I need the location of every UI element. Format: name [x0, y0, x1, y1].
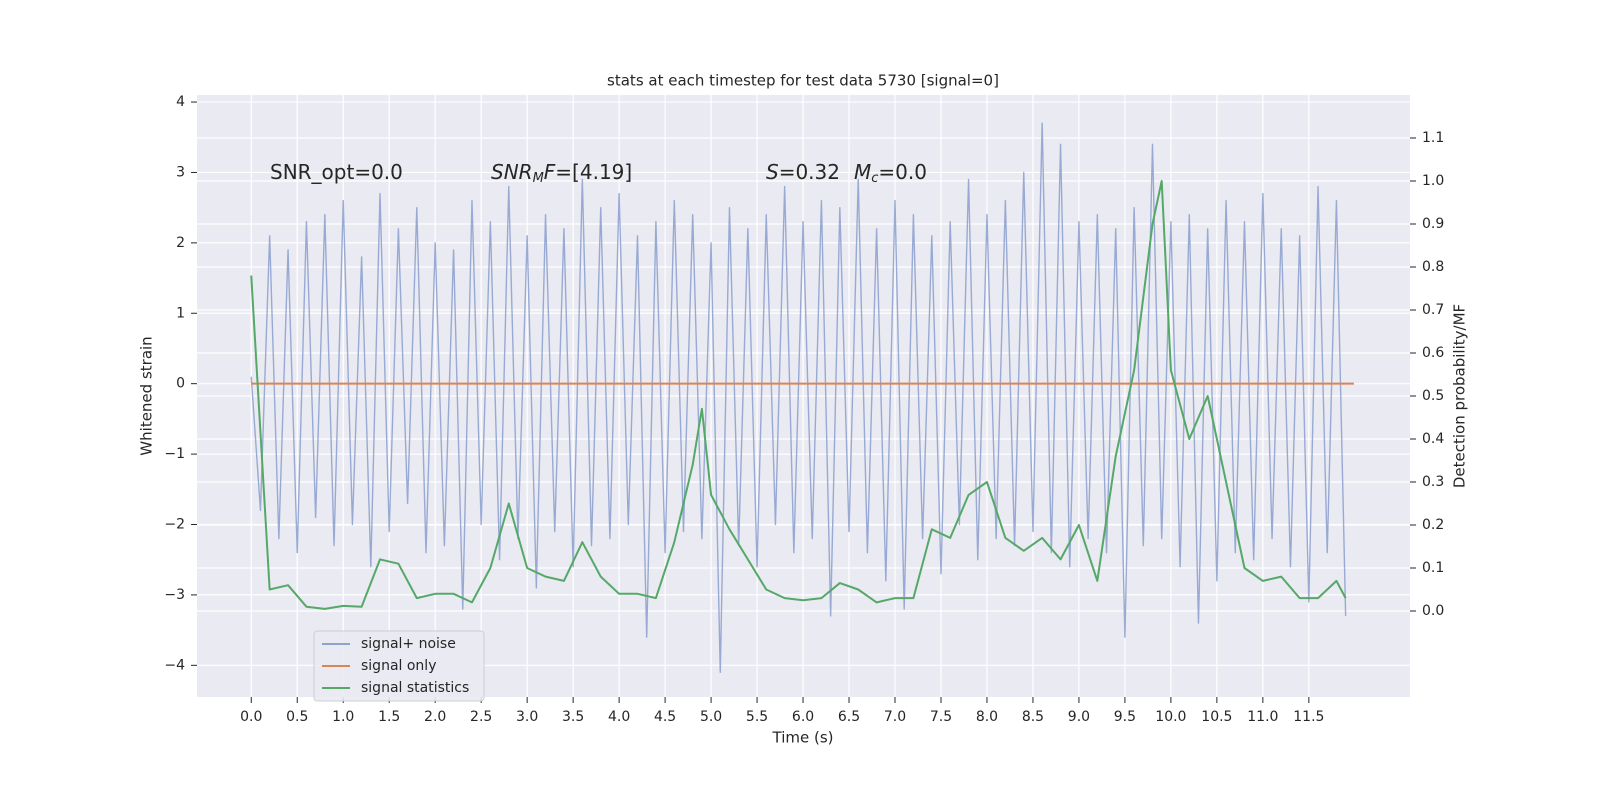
x-tick-label: 11.0: [1247, 709, 1278, 725]
x-tick-label: 9.0: [1068, 709, 1090, 725]
legend: signal+ noise signal only signal statistic…: [313, 630, 485, 702]
x-tick-label: 7.5: [930, 709, 952, 725]
x-tick-label: 10.0: [1155, 709, 1186, 725]
x-tick-label: 2.0: [424, 709, 446, 725]
x-tick-label: 1.5: [378, 709, 400, 725]
y2-tick-label: 0.8: [1422, 259, 1444, 275]
x-tick-label: 10.5: [1201, 709, 1232, 725]
x-tick-label: 9.5: [1114, 709, 1136, 725]
x-tick-label: 6.0: [792, 709, 814, 725]
y-tick-label: −1: [164, 446, 185, 462]
annotation-text: =0.0: [878, 160, 927, 184]
y2-tick-label: 0.0: [1422, 603, 1444, 619]
x-tick-label: 6.5: [838, 709, 860, 725]
y-tick-label: −2: [164, 516, 185, 532]
y-tick-label: 0: [176, 376, 185, 392]
annotation: S=0.32 Mc=0.0: [766, 160, 927, 186]
annotation-subscript: c: [871, 171, 878, 186]
y-tick-label: −4: [164, 657, 185, 673]
x-tick-label: 11.5: [1293, 709, 1324, 725]
annotation: SNR_opt=0.0: [270, 160, 403, 184]
x-tick-label: 3.5: [562, 709, 584, 725]
annotation-text: SNR_opt=0.0: [270, 160, 403, 184]
x-tick-label: 0.5: [286, 709, 308, 725]
annotation-text: M: [854, 160, 871, 184]
y2-tick-label: 0.5: [1422, 388, 1444, 404]
annotation-text: =[4.19]: [555, 160, 632, 184]
y-axis-label: Whitened strain: [138, 336, 156, 455]
x-tick-label: 3.0: [516, 709, 538, 725]
legend-label: signal statistics: [361, 680, 469, 696]
y2-tick-label: 0.9: [1422, 216, 1444, 232]
y2-axis-label: Detection probability/MF: [1451, 304, 1469, 488]
legend-box: [313, 630, 485, 702]
y2-tick-label: 0.7: [1422, 302, 1444, 318]
y2-tick-label: 0.1: [1422, 560, 1444, 576]
x-tick-label: 7.0: [884, 709, 906, 725]
series-line: [250, 122, 1347, 674]
y2-tick-label: 0.3: [1422, 474, 1444, 490]
y2-tick-label: 1.1: [1422, 130, 1444, 146]
y2-tick-label: 0.6: [1422, 345, 1444, 361]
y2-tick-label: 0.4: [1422, 431, 1444, 447]
annotation-subscript: M: [533, 171, 544, 186]
x-tick-label: 4.5: [654, 709, 676, 725]
y-tick-label: 4: [176, 94, 185, 110]
x-axis-label: Time (s): [772, 729, 834, 747]
y-tick-label: −3: [164, 587, 185, 603]
x-tick-label: 8.0: [976, 709, 998, 725]
marks: [250, 122, 1354, 674]
annotation: SNRMF=[4.19]: [491, 160, 632, 186]
legend-label: signal only: [361, 658, 436, 674]
annotation-text: F: [544, 160, 556, 184]
x-tick-label: 5.0: [700, 709, 722, 725]
chart-title: stats at each timestep for test data 573…: [607, 72, 999, 90]
annotation-text: =0.32: [779, 160, 840, 184]
x-tick-label: 4.0: [608, 709, 630, 725]
y2-tick-label: 0.2: [1422, 517, 1444, 533]
x-tick-label: 5.5: [746, 709, 768, 725]
x-tick-label: 8.5: [1022, 709, 1044, 725]
series-line: [250, 180, 1347, 610]
x-tick-label: 1.0: [332, 709, 354, 725]
legend-label: signal+ noise: [361, 636, 456, 652]
x-tick-label: 2.5: [470, 709, 492, 725]
y2-tick-label: 1.0: [1422, 173, 1444, 189]
annotation-text: S: [766, 160, 779, 184]
y-tick-label: 1: [176, 305, 185, 321]
annotation-text: SNR: [491, 160, 533, 184]
y-tick-label: 2: [176, 235, 185, 251]
x-tick-label: 0.0: [240, 709, 262, 725]
y-tick-label: 3: [176, 164, 185, 180]
